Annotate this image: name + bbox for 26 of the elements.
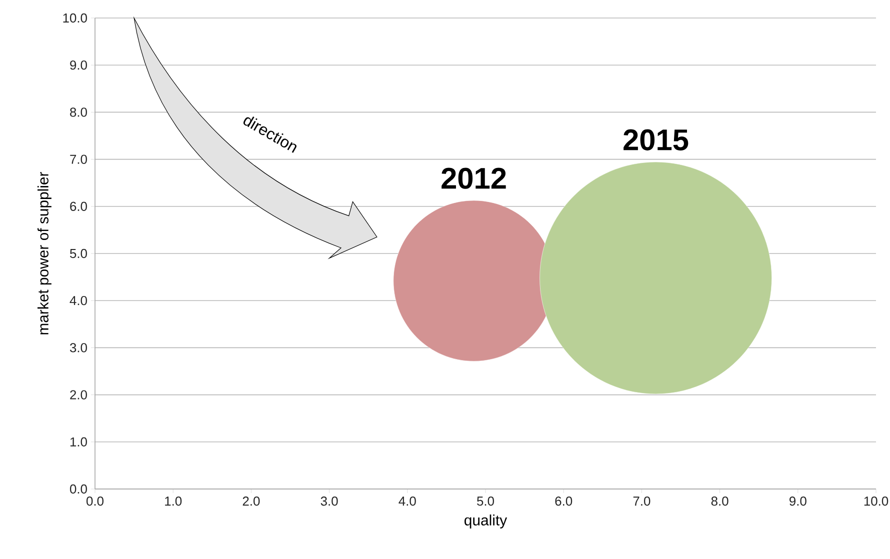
y-tick-label: 5.0 — [70, 248, 87, 258]
series-label: 2012 — [442, 168, 506, 189]
y-tick-label: 6.0 — [70, 202, 87, 211]
x-tick-label: 2.0 — [242, 496, 260, 506]
y-tick-label: 10.0 — [63, 13, 87, 23]
y-tick-label: 3.0 — [70, 343, 87, 352]
x-tick-label: 3.0 — [320, 496, 338, 506]
y-tick-label: 2.0 — [70, 390, 87, 400]
y-tick-label: 0.0 — [70, 484, 87, 494]
x-tick-label: 1.0 — [165, 496, 182, 506]
y-axis-title: market power of supplier — [38, 172, 52, 334]
y-tick-label: 4.0 — [70, 296, 87, 306]
y-tick-label: 7.0 — [70, 154, 87, 164]
series-label: 2015 — [624, 129, 688, 150]
x-tick-label: 0.0 — [86, 496, 104, 506]
x-tick-label: 7.0 — [633, 496, 650, 506]
y-tick-label: 8.0 — [70, 108, 87, 117]
x-axis-title: quality — [464, 514, 508, 528]
x-tick-label: 6.0 — [555, 496, 572, 506]
x-tick-label: 10.0 — [864, 496, 888, 506]
y-tick-label: 1.0 — [70, 437, 87, 446]
x-tick-label: 4.0 — [398, 496, 416, 506]
y-tick-label: 9.0 — [70, 60, 87, 70]
x-tick-label: 8.0 — [711, 496, 728, 506]
x-tick-label: 9.0 — [790, 496, 806, 506]
x-tick-label: 5.0 — [477, 496, 494, 506]
